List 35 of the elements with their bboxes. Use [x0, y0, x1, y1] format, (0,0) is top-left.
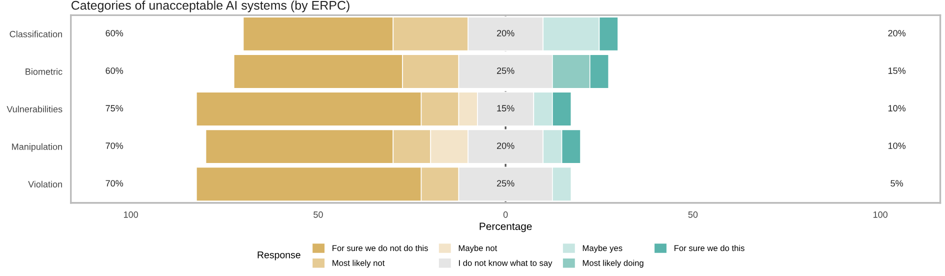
legend-label: Most likely doing [582, 260, 644, 268]
annotation: 75% [106, 105, 124, 112]
legend-label: Maybe not [458, 244, 498, 253]
y-tick-label: Violation [28, 180, 62, 188]
annotation: 70% [106, 180, 124, 187]
data-label: 25% [496, 68, 514, 74]
x-tick-label: 50 [314, 211, 323, 218]
annotation: 60% [106, 30, 124, 36]
annotation: 10% [888, 105, 906, 112]
y-tick-label: Vulnerabilities [6, 106, 62, 112]
y-tick-label: Biometric [26, 68, 62, 75]
legend-label: For sure we do not do this [332, 244, 428, 252]
legend-label: Maybe yes [582, 244, 622, 253]
annotation: 10% [888, 142, 906, 149]
legend-title: Response [258, 252, 300, 260]
annotation: 5% [890, 180, 904, 187]
x-tick-label: 100 [124, 211, 138, 218]
annotation: 15% [888, 68, 906, 74]
annotation: 60% [106, 68, 124, 74]
y-tick-label: Classification [10, 30, 62, 38]
data-label: 25% [496, 180, 514, 187]
legend-label: For sure we do this [674, 244, 744, 252]
y-tick-label: Manipulation [12, 143, 62, 152]
legend-label: I do not know what to say [458, 260, 552, 268]
x-tick-label: 50 [688, 211, 698, 218]
legend-label: Most likely not [332, 260, 385, 268]
data-label: 20% [496, 142, 514, 149]
annotation: 70% [106, 142, 124, 149]
data-label: 15% [497, 105, 514, 112]
x-tick-label: 100 [873, 211, 888, 218]
chart-title: Categories of unacceptable AI systems (by ERPC) [72, 0, 350, 12]
x-axis-title: Percentage [480, 222, 532, 232]
annotation: 20% [888, 30, 906, 36]
data-label: 20% [496, 30, 514, 36]
x-tick-label: 0 [503, 211, 508, 218]
